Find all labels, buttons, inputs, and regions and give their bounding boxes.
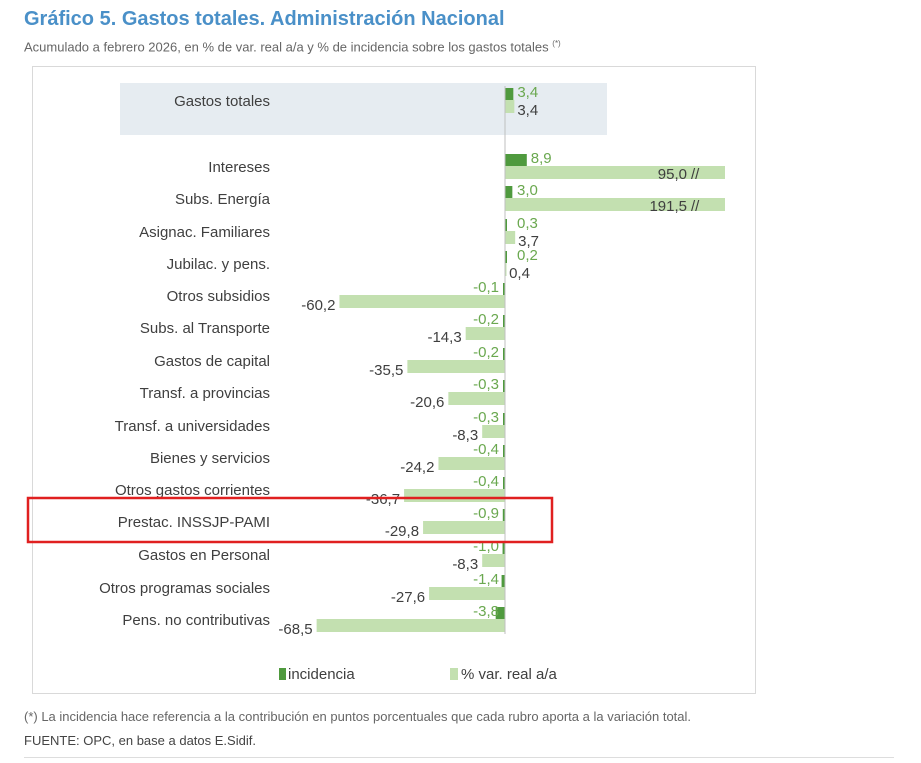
incidencia-value-label: -0,9: [473, 505, 499, 522]
var-real-bar: [404, 489, 505, 502]
chart-frame: [32, 66, 756, 694]
var-real-bar: [339, 295, 505, 308]
var-real-value-label: 3,4: [517, 102, 538, 119]
incidencia-bar: [503, 283, 505, 295]
footnote: (*) La incidencia hace referencia a la c…: [24, 709, 692, 724]
var-real-value-label: 95,0: [658, 166, 687, 183]
var-real-bar: [505, 100, 515, 113]
var-real-value-label: -35,5: [369, 362, 403, 379]
incidencia-bar: [505, 154, 527, 166]
var-real-value-label: 191,5: [649, 198, 687, 215]
incidencia-value-label: 0,2: [517, 247, 538, 264]
subtitle-footnote-mark: (*): [552, 39, 561, 48]
var-real-bar: [448, 392, 505, 405]
incidencia-value-label: -0,4: [473, 473, 499, 490]
var-real-bar: [316, 619, 505, 632]
incidencia-value-label: 8,9: [531, 150, 552, 167]
var-real-value-label: 3,7: [518, 233, 539, 250]
incidencia-bar: [505, 219, 507, 231]
category-label: Gastos en Personal: [138, 547, 270, 564]
var-real-bar: [429, 587, 505, 600]
incidencia-bar: [495, 607, 505, 619]
incidencia-bar: [503, 348, 505, 360]
incidencia-bar: [501, 575, 505, 587]
var-real-value-label: -14,3: [427, 329, 461, 346]
category-label: Otros subsidios: [167, 288, 270, 305]
var-real-bar: [505, 166, 725, 179]
incidencia-bar: [502, 542, 505, 554]
axis-break-mark: //: [691, 198, 700, 215]
var-real-bar: [482, 425, 505, 438]
category-label: Pens. no contributivas: [122, 612, 270, 629]
incidencia-bar: [503, 477, 505, 489]
var-real-bar: [465, 327, 505, 340]
chart-title: Gráfico 5. Gastos totales. Administració…: [24, 8, 505, 30]
incidencia-bar: [503, 380, 505, 392]
var-real-value-label: -20,6: [410, 394, 444, 411]
var-real-value-label: -68,5: [278, 621, 312, 638]
var-real-value-label: -36,7: [366, 491, 400, 508]
incidencia-value-label: -0,4: [473, 441, 499, 458]
source-note: FUENTE: OPC, en base a datos E.Sidif.: [24, 733, 256, 748]
legend-label-incidencia: incidencia: [288, 666, 355, 683]
category-label: Asignac. Familiares: [139, 224, 270, 241]
var-real-value-label: -60,2: [301, 297, 335, 314]
subtitle-text: Acumulado a febrero 2026, en % de var. r…: [24, 39, 549, 55]
var-real-value-label: -27,6: [391, 589, 425, 606]
incidencia-bar: [503, 445, 505, 457]
bottom-divider: [24, 757, 894, 758]
total-row-band: [120, 83, 607, 135]
var-real-bar: [505, 231, 516, 244]
category-label: Bienes y servicios: [150, 450, 270, 467]
category-label: Jubilac. y pens.: [167, 256, 270, 273]
category-label: Transf. a provincias: [140, 385, 270, 402]
category-label: Gastos totales: [174, 93, 270, 110]
incidencia-value-label: -0,3: [473, 376, 499, 393]
axis-break-mark: //: [691, 166, 700, 183]
incidencia-value-label: 3,4: [517, 84, 538, 101]
incidencia-bar: [505, 186, 513, 198]
incidencia-bar: [502, 509, 505, 521]
category-label: Subs. Energía: [175, 191, 271, 208]
incidencia-bar: [503, 315, 505, 327]
incidencia-bar: [505, 251, 507, 263]
category-label: Intereses: [208, 159, 270, 176]
legend-swatch-var-real: [450, 668, 458, 680]
incidencia-value-label: -0,1: [473, 279, 499, 296]
category-label: Otros gastos corrientes: [115, 482, 270, 499]
bar-chart: Gastos totales 3,43,4 Intereses 8,9 95,0// Su…: [26, 83, 725, 683]
highlight-box: [26, 496, 554, 544]
var-real-bar: [505, 198, 725, 211]
incidencia-value-label: -1,4: [473, 571, 499, 588]
var-real-bar: [505, 263, 507, 276]
legend-label-var-real: % var. real a/a: [461, 666, 558, 683]
incidencia-bar: [503, 413, 505, 425]
var-real-value-label: -24,2: [400, 459, 434, 476]
var-real-bar: [407, 360, 505, 373]
var-real-bar: [482, 554, 505, 567]
incidencia-value-label: 0,3: [517, 215, 538, 232]
incidencia-value-label: -1,0: [473, 538, 499, 555]
category-label: Otros programas sociales: [99, 580, 270, 597]
category-label: Subs. al Transporte: [140, 320, 270, 337]
chart-subtitle: Acumulado a febrero 2026, en % de var. r…: [24, 39, 561, 54]
incidencia-value-label: 3,0: [517, 182, 538, 199]
incidencia-value-label: -0,2: [473, 344, 499, 361]
category-label: Prestac. INSSJP-PAMI: [118, 514, 270, 531]
incidencia-bar: [505, 88, 514, 100]
var-real-value-label: 0,4: [509, 265, 530, 282]
category-label: Transf. a universidades: [115, 418, 270, 435]
incidencia-value-label: -0,2: [473, 311, 499, 328]
incidencia-value-label: -0,3: [473, 409, 499, 426]
var-real-value-label: -8,3: [452, 427, 478, 444]
legend-swatch-incidencia: [279, 668, 286, 680]
category-label: Gastos de capital: [154, 353, 270, 370]
incidencia-value-label: -3,8: [473, 603, 499, 620]
var-real-bar: [438, 457, 505, 470]
var-real-bar: [423, 521, 505, 534]
var-real-value-label: -8,3: [452, 556, 478, 573]
var-real-value-label: -29,8: [385, 523, 419, 540]
